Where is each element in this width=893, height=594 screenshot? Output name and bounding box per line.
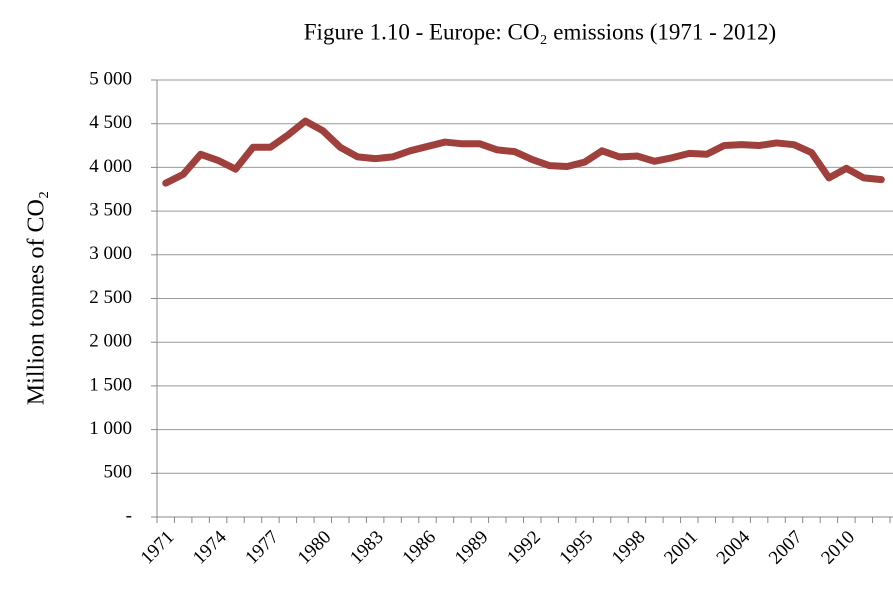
y-tick-label: 500 <box>104 462 133 483</box>
y-tick-label: 2 000 <box>89 331 132 352</box>
y-tick-label: - <box>126 505 132 526</box>
x-tick-label: 2004 <box>713 526 755 568</box>
x-tick-label: 1986 <box>398 527 440 569</box>
x-tick-label: 1992 <box>503 527 545 569</box>
x-tick-label: 1989 <box>451 527 493 569</box>
y-tick-label: 3 500 <box>89 199 132 220</box>
x-tick-label: 1971 <box>137 527 179 569</box>
y-tick-label: 3 000 <box>89 243 132 264</box>
x-tick-label: 1983 <box>346 527 388 569</box>
y-tick-label: 1 500 <box>89 374 132 395</box>
y-tick-label: 1 000 <box>89 418 132 439</box>
x-tick-label: 1974 <box>189 526 231 568</box>
x-tick-label: 2001 <box>660 527 702 569</box>
x-tick-label: 2007 <box>765 527 807 569</box>
y-tick-label: 4 000 <box>89 156 132 177</box>
x-tick-label: 1977 <box>241 527 283 569</box>
line-series <box>162 117 885 187</box>
chart-title: Figure 1.10 - Europe: CO₂ emissions (197… <box>304 19 776 44</box>
x-tick-label: 1998 <box>608 527 650 569</box>
x-tick-label: 1980 <box>294 527 336 569</box>
y-tick-label: 4 500 <box>89 112 132 133</box>
y-tick-label: 2 500 <box>89 287 132 308</box>
x-tick-label: 1995 <box>555 527 597 569</box>
x-tick-label: 2010 <box>817 527 859 569</box>
y-tick-label: 5 000 <box>89 68 132 89</box>
y-axis-label: Million tonnes of CO₂ <box>24 191 50 405</box>
